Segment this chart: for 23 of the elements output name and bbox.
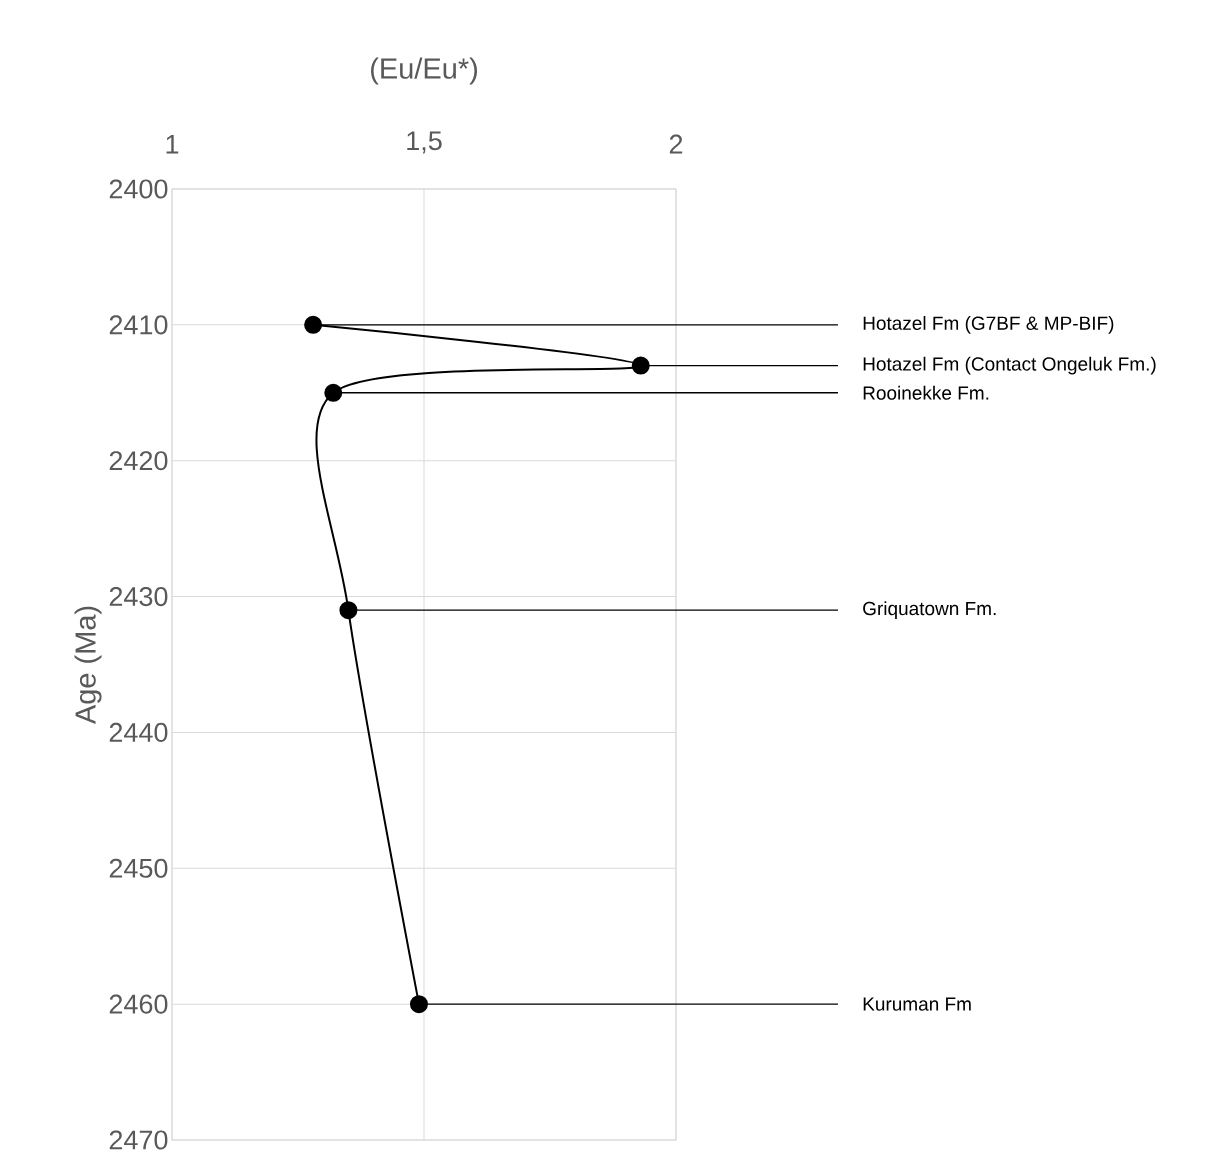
x-tick-label: 1 xyxy=(166,134,179,154)
point xyxy=(324,383,343,402)
y-tick-label: 2460 xyxy=(109,994,168,1014)
x-axis-title: (Eu/Eu*) xyxy=(371,57,477,85)
point xyxy=(304,315,323,334)
y-axis-title: Age (Ma) xyxy=(74,606,102,725)
point xyxy=(631,356,650,375)
text: Rooinekke Fm. xyxy=(863,385,989,400)
point xyxy=(409,995,428,1014)
y-tick-label: 2440 xyxy=(109,722,168,742)
y-tick-label: 2430 xyxy=(109,587,168,607)
x-tick-label: 1,5 xyxy=(407,131,442,154)
x-tick-label: 2 xyxy=(669,134,683,154)
text: Kuruman Fm xyxy=(863,997,971,1011)
y-tick-label: 2470 xyxy=(109,1130,168,1150)
y-tick-label: 2420 xyxy=(109,451,168,471)
text: Hotazel Fm (G7BF & MP-BIF) xyxy=(863,315,1114,334)
point xyxy=(339,601,358,620)
y-tick-label: 2410 xyxy=(109,315,168,335)
y-tick-label: 2450 xyxy=(109,858,168,878)
text: Hotazel Fm (Contact Ongeluk Fm.) xyxy=(863,356,1156,375)
y-tick-label: 2400 xyxy=(109,179,168,199)
text: Griquatown Fm. xyxy=(863,601,996,619)
